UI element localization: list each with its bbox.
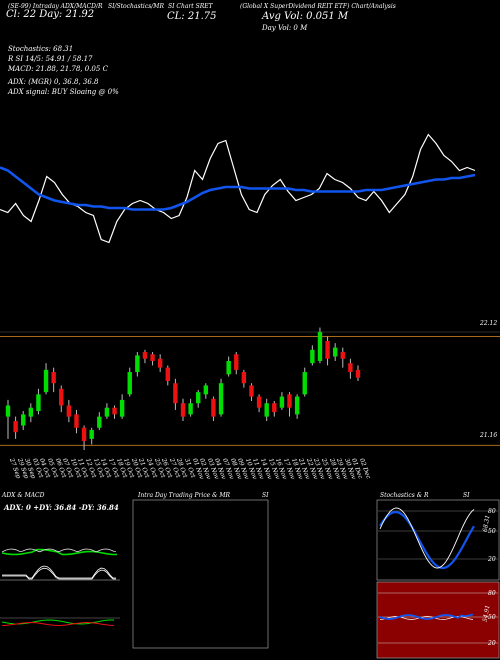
price-label-upper: 22.12 — [480, 320, 498, 327]
price-line — [0, 133, 476, 244]
price-label-lower: 21.16 — [480, 432, 498, 439]
header-title-right: (Global X SuperDividend REIT ETF) Chart/… — [240, 3, 396, 10]
candle-body — [234, 354, 239, 370]
candle-body — [119, 399, 125, 417]
candle-body — [59, 388, 64, 406]
adx-signal-readout: ADX signal: BUY Sloaing @ 0% — [8, 88, 119, 96]
rsi-panel-box — [376, 581, 500, 659]
candle-body — [203, 385, 209, 395]
rsi-level-80: 80 — [488, 590, 496, 597]
candle-body — [74, 414, 79, 428]
stoch-panel-si: SI — [463, 492, 470, 499]
candle-body — [256, 396, 262, 408]
candle-body — [340, 352, 345, 359]
candle-body — [13, 421, 18, 433]
rsi-readout: R SI 14/5: 54.91 / 58.17 — [8, 55, 93, 63]
stoch-k-line — [379, 510, 475, 570]
candle-body — [89, 429, 94, 439]
avg-volume: Avg Vol: 0.051 M — [262, 11, 349, 22]
rsi-line — [379, 613, 474, 620]
candle-body — [226, 360, 231, 375]
header-close: Cl: 22 Day: 21.92 — [6, 9, 95, 20]
candle-body — [21, 414, 26, 426]
rsi-level-50: 50 — [488, 614, 496, 621]
rsi-signal-line — [379, 616, 474, 620]
day-volume: Day Vol: 0 M — [262, 24, 308, 32]
candle-body — [150, 354, 155, 361]
candle-body — [355, 369, 361, 378]
stoch-level-20: 20 — [488, 556, 496, 563]
stochastics-readout: Stochastics: 68.31 — [8, 45, 74, 53]
adx-white-line — [1, 548, 117, 553]
candle-body — [188, 403, 193, 415]
candle-body — [241, 372, 247, 384]
candle-body — [104, 407, 110, 417]
candle-body — [81, 427, 87, 442]
candle-body — [97, 416, 102, 428]
candle-body — [165, 367, 170, 381]
candle-body — [112, 407, 117, 415]
candle-body — [180, 403, 186, 417]
macd-line — [2, 565, 116, 579]
macd-signal-line — [2, 567, 116, 580]
header-close-2: CL: 21.75 — [167, 11, 217, 22]
candle-body — [36, 394, 41, 412]
candle-body — [332, 347, 338, 357]
candle-body — [127, 372, 132, 395]
adx-lower-green — [1, 619, 114, 625]
candle-body — [249, 385, 254, 397]
stoch-level-50: 50 — [488, 528, 496, 535]
macd-readout: MACD: 21.88, 21.78, 0.05 C — [8, 65, 108, 73]
candle-body — [28, 407, 34, 417]
candle-body — [302, 372, 307, 395]
intraday-panel-si: SI — [262, 492, 269, 499]
candle-body — [157, 358, 163, 368]
header-title-mid2: SI Chart SRET — [168, 3, 213, 10]
candle-body — [272, 403, 277, 413]
adx-green-line — [1, 548, 118, 556]
candle-body — [264, 403, 269, 417]
candle-body — [196, 392, 201, 404]
candle-body — [310, 349, 315, 364]
candle-body — [173, 383, 178, 404]
adx-readout: ADX: (MGR) 0, 36.8, 36.8 — [8, 78, 99, 86]
candle-body — [348, 363, 353, 373]
header-title-mid: SI/Stochastics/MR — [108, 3, 164, 10]
main-chart — [0, 133, 500, 450]
candle-body — [66, 405, 72, 417]
candle-body — [317, 332, 323, 361]
candle-body — [51, 372, 56, 384]
candle-body — [5, 405, 11, 417]
stoch-panel-title: Stochastics & R — [380, 492, 429, 499]
moving-average-line — [0, 166, 476, 211]
candle-body — [325, 340, 330, 359]
candle-body — [218, 383, 224, 415]
adx-panel-title: ADX & MACD — [2, 492, 45, 499]
candle-body — [279, 396, 285, 408]
stoch-d-line — [379, 507, 475, 569]
candle-body — [287, 394, 292, 408]
candle-body — [43, 369, 49, 393]
intraday-panel-title: Intra Day Trading Price & MR — [138, 492, 231, 499]
candle-body — [135, 355, 140, 373]
adx-lower-red — [1, 621, 115, 627]
candle-body — [142, 352, 148, 359]
stoch-level-80: 80 — [488, 508, 496, 515]
rsi-level-20: 20 — [488, 640, 496, 647]
adx-panel-values: ADX: 0 +DY: 36.84 -DY: 36.84 — [4, 503, 119, 512]
header-title-left: (SE-99) Intraday ADX/MACD/R — [8, 3, 103, 10]
candle-body — [211, 398, 216, 417]
candle-body — [294, 396, 300, 415]
intraday-panel-box — [132, 499, 269, 649]
